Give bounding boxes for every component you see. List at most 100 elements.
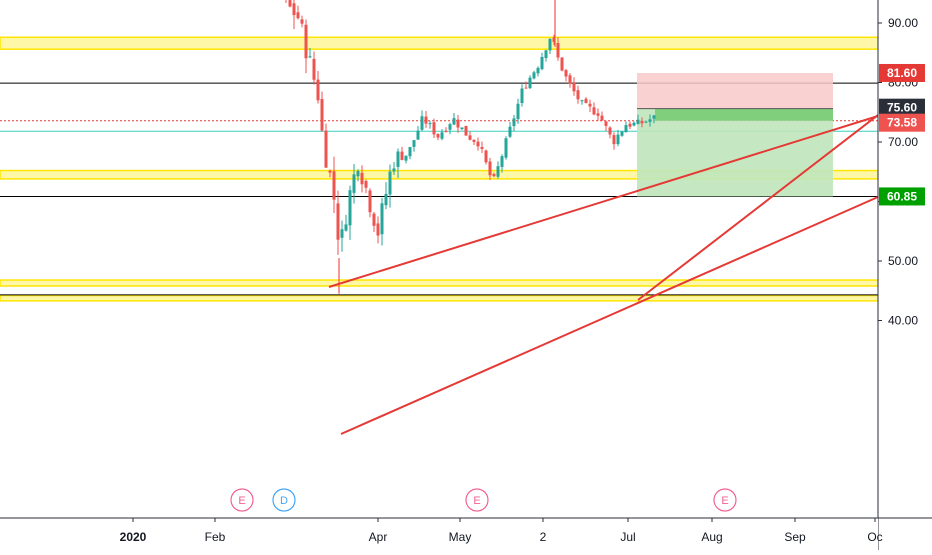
svg-text:81.60: 81.60 (887, 66, 917, 80)
svg-text:E: E (238, 495, 245, 507)
candle-body (596, 113, 600, 116)
time-tick-label: Aug (701, 530, 722, 544)
candle-body (652, 115, 656, 119)
candle-body (432, 122, 436, 135)
candle-body (484, 150, 488, 163)
candle-body (316, 79, 320, 101)
candle-body (360, 172, 364, 185)
candle-body (532, 72, 536, 79)
price-tick-label: 50.00 (888, 254, 918, 268)
time-tick-label: 2020 (120, 530, 147, 544)
candle-body (512, 118, 516, 127)
time-axis[interactable] (0, 518, 878, 550)
time-tick-label: Jul (620, 530, 635, 544)
price-badge-73-58: 73.58 (879, 113, 925, 132)
time-tick-label: Sep (784, 530, 806, 544)
candle-body (408, 147, 412, 157)
candle-body (356, 170, 360, 177)
candle-body (304, 24, 308, 59)
candle-body (580, 100, 584, 102)
trendline-1[interactable] (340, 196, 879, 435)
candle-body (296, 12, 300, 19)
time-tick-label: Feb (205, 530, 226, 544)
candle-body (428, 123, 432, 125)
candle-body (508, 126, 512, 137)
candle-body (564, 70, 568, 77)
candle-body (384, 193, 388, 206)
trendline-2[interactable] (637, 114, 879, 301)
zone-band-0 (0, 36, 879, 50)
svg-text:E: E (721, 495, 728, 507)
candle-body (372, 213, 376, 226)
candle-body (348, 190, 352, 226)
candle-body (540, 56, 544, 70)
time-tick-label: May (449, 530, 472, 544)
time-tick-label: 2 (540, 530, 547, 544)
candle-body (528, 77, 532, 89)
candle-body (480, 146, 484, 149)
candle-body (604, 121, 608, 126)
price-badge-75-60: 75.60 (879, 98, 925, 117)
candle-body (352, 174, 356, 193)
candle-body (300, 19, 304, 24)
svg-text:73.58: 73.58 (887, 116, 917, 130)
candle-body (636, 119, 640, 124)
candle-body (448, 124, 452, 130)
stop-loss-zone (637, 72, 833, 109)
zone-band-3 (0, 294, 879, 302)
candle-body (332, 171, 336, 200)
svg-text:D: D (280, 495, 288, 507)
candle-body (324, 130, 328, 168)
candle-body (544, 50, 548, 59)
candle-body (576, 90, 580, 100)
candle-body (608, 127, 612, 135)
candle-body (488, 161, 492, 176)
candle-body (440, 132, 444, 139)
candle-body (620, 131, 624, 136)
zone-band-2 (0, 279, 879, 287)
candle-body (436, 133, 440, 138)
candle-body (592, 107, 596, 115)
candle-body (648, 119, 652, 122)
candle-body (444, 130, 448, 132)
candle-body (416, 130, 420, 140)
price-axis[interactable] (878, 0, 932, 550)
candle-body (548, 38, 552, 51)
candle-body (560, 57, 564, 71)
candle-body (380, 203, 384, 235)
candle-body (396, 151, 400, 167)
candle-body (392, 168, 396, 172)
candle-body (368, 190, 372, 213)
price-badge-60-85: 60.85 (879, 187, 925, 206)
candle-body (400, 151, 404, 160)
candle-body (616, 134, 620, 145)
candle-body (492, 174, 496, 177)
candle-body (476, 141, 480, 147)
candle-body (336, 203, 340, 240)
candle-body (584, 98, 588, 104)
earnings-marker-3[interactable]: E (713, 488, 737, 512)
earnings-marker-2[interactable]: E (465, 488, 489, 512)
candle-body (452, 118, 456, 125)
candle-body (524, 87, 528, 89)
candle-body (412, 140, 416, 147)
dividend-marker-1[interactable]: D (272, 488, 296, 512)
candle-body (320, 99, 324, 131)
trendline-0[interactable] (328, 115, 879, 288)
open-profit-fill (655, 108, 833, 121)
svg-text:75.60: 75.60 (887, 101, 917, 115)
candle-body (364, 180, 368, 188)
candle-body (308, 56, 312, 58)
price-tick-label: 70.00 (888, 135, 918, 149)
candle-body (312, 58, 316, 80)
candle-body (588, 103, 592, 107)
earnings-marker-0[interactable]: E (230, 488, 254, 512)
candle-body (420, 116, 424, 130)
candle-body (504, 138, 508, 158)
price-tick-label: 40.00 (888, 314, 918, 328)
candle-body (460, 127, 464, 130)
candle-body (500, 156, 504, 167)
candle-body (340, 229, 344, 238)
